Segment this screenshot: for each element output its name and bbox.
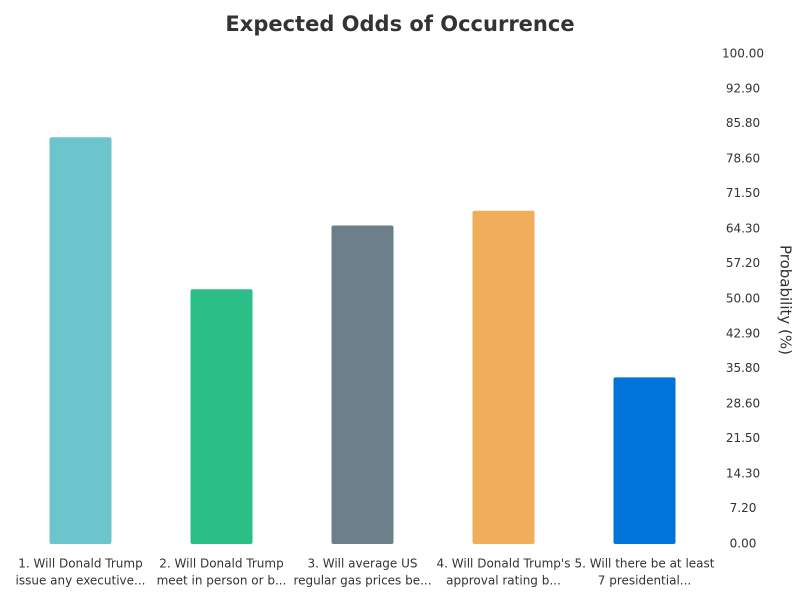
y-tick-label: 100.00 <box>722 47 764 61</box>
x-tick-label: 2. Will Donald Trump <box>159 557 283 571</box>
y-tick-label: 78.60 <box>726 151 760 165</box>
y-tick-label: 64.30 <box>726 221 760 235</box>
y-axis-title: Probability (%) <box>777 245 795 355</box>
y-tick-label: 14.30 <box>726 466 760 480</box>
x-tick-label: meet in person or b... <box>157 574 287 588</box>
bar <box>49 137 112 545</box>
x-tick-label: 4. Will Donald Trump's <box>437 557 571 571</box>
y-tick-label: 42.90 <box>726 326 760 340</box>
y-tick-label: 0.00 <box>730 537 757 551</box>
y-tick-label: 21.50 <box>726 431 760 445</box>
chart-title: Expected Odds of Occurrence <box>225 12 574 36</box>
x-tick-label: 1. Will Donald Trump <box>18 557 142 571</box>
y-tick-label: 35.80 <box>726 361 760 375</box>
bar <box>190 289 253 544</box>
x-tick-label: approval rating b... <box>446 574 561 588</box>
x-tick-label: 5. Will there be at least <box>575 557 715 571</box>
y-tick-label: 50.00 <box>726 292 760 306</box>
x-tick-label: regular gas prices be... <box>293 574 431 588</box>
x-tick-label: issue any executive... <box>16 574 146 588</box>
x-tick-label: 3. Will average US <box>307 557 417 571</box>
x-tick-label: 7 presidential... <box>598 574 691 588</box>
y-tick-label: 7.20 <box>730 501 757 515</box>
y-tick-label: 92.90 <box>726 81 760 95</box>
y-tick-label: 85.80 <box>726 116 760 130</box>
y-tick-label: 57.20 <box>726 256 760 270</box>
bar <box>331 225 394 544</box>
y-tick-label: 71.50 <box>726 186 760 200</box>
bar <box>472 210 535 545</box>
bar <box>613 377 676 544</box>
y-tick-label: 28.60 <box>726 396 760 410</box>
